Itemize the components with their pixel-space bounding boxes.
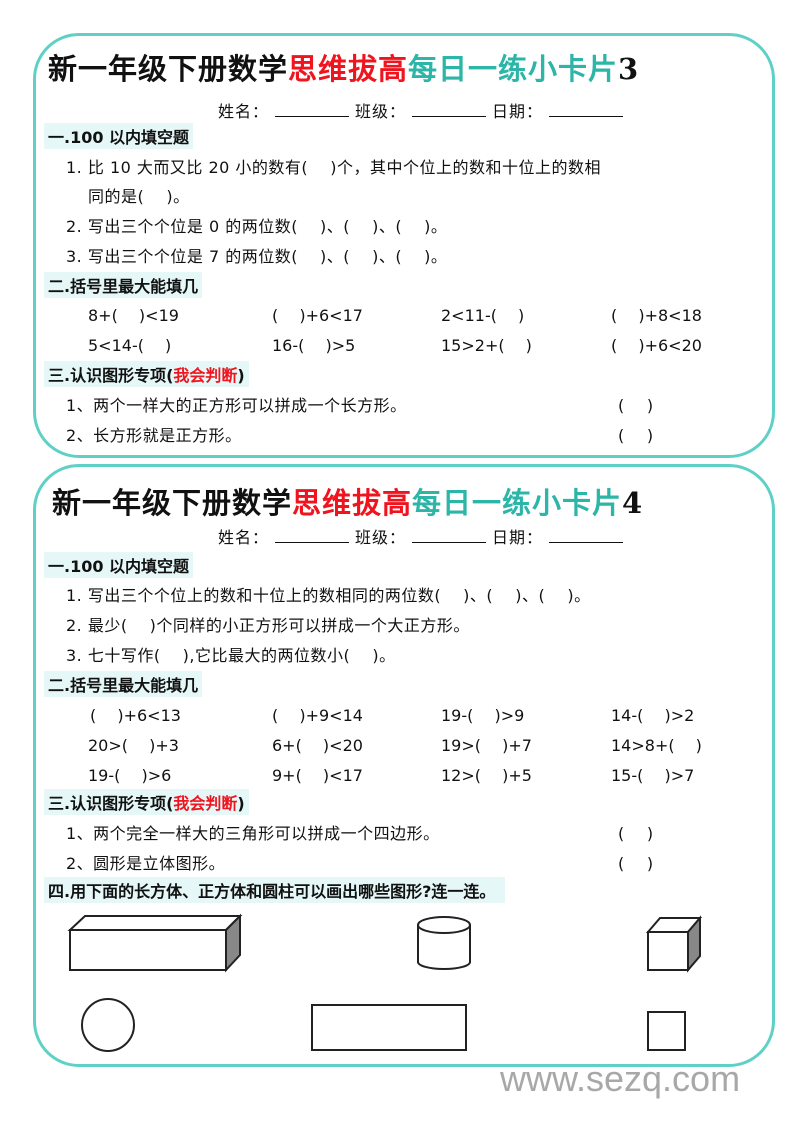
class-label: 班级： xyxy=(355,102,407,121)
inequality: 9+( )<17 xyxy=(272,766,363,785)
card-4 xyxy=(33,464,775,1067)
class-label: 班级： xyxy=(355,528,407,547)
inequality: 20>( )+3 xyxy=(88,736,179,755)
section-heading: 一.100 以内填空题 xyxy=(44,123,194,149)
section-heading: 三.认识图形专项(我会判断) xyxy=(44,789,249,815)
question: 1. 比 10 大而又比 20 小的数有( )个，其中个位上的数和十位上的数相 xyxy=(66,158,601,177)
heading-text: 三.认识图形专项( xyxy=(48,794,174,813)
question: 3. 七十写作( ),它比最大的两位数小( )。 xyxy=(66,646,396,665)
inequality: 2<11-( ) xyxy=(441,306,525,325)
card-number: 4 xyxy=(622,486,644,520)
square-shape[interactable] xyxy=(647,1011,686,1051)
title-teal: 每日一练小卡片 xyxy=(408,52,619,86)
section-heading: 二.括号里最大能填几 xyxy=(44,671,203,697)
inequality: ( )+9<14 xyxy=(272,706,363,725)
title-highlight: 思维拔高 xyxy=(292,486,413,520)
date-label: 日期： xyxy=(492,528,544,547)
section-heading: 四.用下面的长方体、正方体和圆柱可以画出哪些图形?连一连。 xyxy=(44,877,506,903)
inequality: ( )+6<20 xyxy=(611,336,702,355)
circle-shape[interactable] xyxy=(81,998,135,1052)
title-highlight: 思维拔高 xyxy=(288,52,409,86)
heading-highlight: 我会判断 xyxy=(173,366,238,385)
title-part: 新一年级下册数学 xyxy=(52,486,293,520)
question: 1. 写出三个个位上的数和十位上的数相同的两位数( )、( )、( )。 xyxy=(66,586,591,605)
class-field[interactable] xyxy=(412,528,487,543)
heading-text: ) xyxy=(237,366,245,385)
section-heading: 二.括号里最大能填几 xyxy=(44,272,203,298)
info-line: 姓名： 班级： 日期： xyxy=(218,98,629,122)
answer-blank[interactable]: ( ) xyxy=(618,426,654,445)
date-field[interactable] xyxy=(549,528,624,543)
inequality: 16-( )>5 xyxy=(272,336,356,355)
name-field[interactable] xyxy=(275,102,350,117)
inequality: 5<14-( ) xyxy=(88,336,172,355)
judgement-item: 2、圆形是立体图形。 xyxy=(66,854,226,873)
question: 2. 最少( )个同样的小正方形可以拼成一个大正方形。 xyxy=(66,616,470,635)
title-teal: 每日一练小卡片 xyxy=(412,486,623,520)
cube-shape[interactable] xyxy=(645,915,703,973)
answer-blank[interactable]: ( ) xyxy=(618,396,654,415)
answer-blank[interactable]: ( ) xyxy=(618,824,654,843)
inequality: ( )+6<17 xyxy=(272,306,363,325)
date-label: 日期： xyxy=(492,102,544,121)
rectangle-shape[interactable] xyxy=(311,1004,467,1051)
inequality: 15>2+( ) xyxy=(441,336,532,355)
inequality: ( )+8<18 xyxy=(611,306,702,325)
inequality: 19-( )>6 xyxy=(88,766,172,785)
card-title: 新一年级下册数学思维拔高每日一练小卡片4 xyxy=(52,480,643,522)
name-label: 姓名： xyxy=(218,528,270,547)
section-heading: 三.认识图形专项(我会判断) xyxy=(44,361,249,387)
inequality: 15-( )>7 xyxy=(611,766,695,785)
judgement-item: 2、长方形就是正方形。 xyxy=(66,426,242,445)
inequality: 8+( )<19 xyxy=(88,306,179,325)
inequality: 12>( )+5 xyxy=(441,766,532,785)
question: 同的是( )。 xyxy=(88,187,190,206)
name-label: 姓名： xyxy=(218,102,270,121)
cuboid-shape[interactable] xyxy=(67,913,243,973)
inequality: 19>( )+7 xyxy=(441,736,532,755)
watermark: www.sezq.com xyxy=(500,1058,741,1099)
class-field[interactable] xyxy=(412,102,487,117)
inequality: 6+( )<20 xyxy=(272,736,363,755)
heading-text: ) xyxy=(237,794,245,813)
info-line: 姓名： 班级： 日期： xyxy=(218,524,629,548)
inequality: ( )+6<13 xyxy=(90,706,181,725)
question: 3. 写出三个个位是 7 的两位数( )、( )、( )。 xyxy=(66,247,448,266)
card-3 xyxy=(33,33,775,458)
answer-blank[interactable]: ( ) xyxy=(618,854,654,873)
card-number: 3 xyxy=(618,52,640,86)
inequality: 14>8+( ) xyxy=(611,736,702,755)
inequality: 19-( )>9 xyxy=(441,706,525,725)
judgement-item: 1、两个完全一样大的三角形可以拼成一个四边形。 xyxy=(66,824,440,843)
question: 2. 写出三个个位是 0 的两位数( )、( )、( )。 xyxy=(66,217,448,236)
heading-text: 三.认识图形专项( xyxy=(48,366,174,385)
title-part: 新一年级下册数学 xyxy=(48,52,289,86)
name-field[interactable] xyxy=(275,528,350,543)
heading-highlight: 我会判断 xyxy=(173,794,238,813)
card-title: 新一年级下册数学思维拔高每日一练小卡片3 xyxy=(48,46,639,88)
section-heading: 一.100 以内填空题 xyxy=(44,552,194,578)
cylinder-shape[interactable] xyxy=(417,916,471,970)
judgement-item: 1、两个一样大的正方形可以拼成一个长方形。 xyxy=(66,396,407,415)
date-field[interactable] xyxy=(549,102,624,117)
inequality: 14-( )>2 xyxy=(611,706,695,725)
